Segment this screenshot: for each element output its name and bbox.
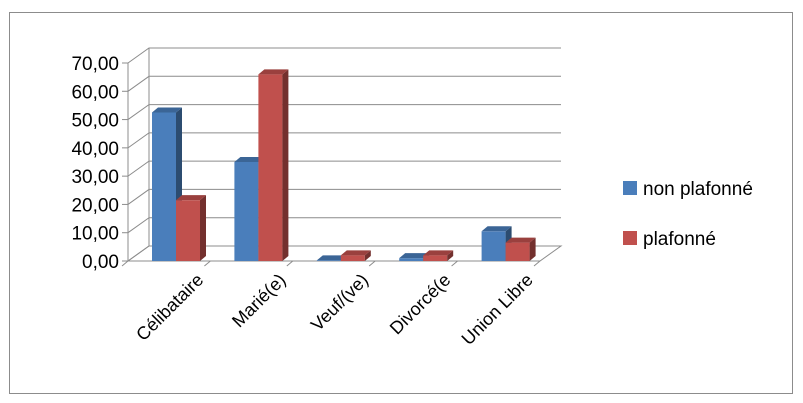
y-tick-label: 50,00 <box>71 111 119 132</box>
x-tick-mark <box>451 260 458 267</box>
x-tick-mark <box>204 260 211 267</box>
y-tick-label: 0,00 <box>82 252 119 273</box>
bar-front <box>505 242 530 261</box>
bar-front <box>340 255 365 261</box>
bar-front <box>234 162 259 261</box>
bar-top <box>423 250 454 256</box>
gridline <box>127 47 561 64</box>
gridline <box>127 132 561 149</box>
bar-top <box>316 255 347 261</box>
gridline <box>127 75 561 92</box>
bar-plafonne <box>505 237 536 261</box>
bar-top <box>176 195 206 201</box>
gridline <box>127 217 561 234</box>
x-tick-label: Veuf/(ve) <box>307 270 372 335</box>
bar-front <box>399 258 424 261</box>
bar-top <box>258 69 289 75</box>
y-tick-label: 70,00 <box>71 54 119 75</box>
bar-front <box>316 260 341 261</box>
x-tick-label: Union Libre <box>458 270 537 349</box>
legend-swatch <box>623 231 637 245</box>
y-tick-label: 10,00 <box>71 224 119 245</box>
legend-label: non plafonné <box>643 179 753 200</box>
bar-front <box>152 112 176 261</box>
x-tick-labels: Célibataire Marié(e) Veuf/(ve) Divorcé(e Uni… <box>132 270 537 349</box>
bar-side <box>200 195 206 261</box>
legend: non plafonné plafonné <box>623 179 753 250</box>
legend-label: plafonné <box>643 229 716 250</box>
bars <box>152 69 536 261</box>
bar-top <box>152 107 182 113</box>
bar-side <box>282 69 289 261</box>
x-tick-label: Célibataire <box>132 270 207 345</box>
bar-top <box>234 157 265 162</box>
chart-frame <box>9 12 793 394</box>
bar-plafonne <box>258 69 289 261</box>
bar-plafonne <box>340 250 371 261</box>
bar-side <box>529 237 536 261</box>
y-tick-label: 30,00 <box>71 167 119 188</box>
gridlines <box>127 47 561 262</box>
x-tick-mark <box>286 260 294 267</box>
bar-top <box>340 250 371 256</box>
bar-top <box>505 237 536 243</box>
y-tick-labels: 0,00 10,00 20,00 30,00 40,00 50,00 60,00 70,00 <box>71 54 119 273</box>
gridline <box>127 104 561 120</box>
y-tick-label: 40,00 <box>71 139 119 160</box>
bar-plafonne <box>423 250 454 261</box>
x-tick-mark <box>121 260 129 267</box>
x-tick-label: Divorcé(e <box>386 270 455 339</box>
bar-plafonne <box>176 195 206 261</box>
bar-front <box>481 231 506 261</box>
bar-top <box>399 253 430 259</box>
gridline <box>127 160 561 177</box>
gridline <box>127 188 561 205</box>
gridline <box>127 245 561 262</box>
bar-front <box>176 200 200 261</box>
y-tick-label: 20,00 <box>71 195 119 216</box>
x-tick-label: Marié(e) <box>228 270 290 332</box>
x-tick-mark <box>368 260 376 267</box>
bar-side <box>447 250 454 261</box>
bar-side <box>364 250 371 261</box>
bar-top <box>481 226 512 232</box>
bar-front <box>258 74 283 261</box>
y-tick-label: 60,00 <box>71 82 119 103</box>
legend-swatch <box>623 181 637 195</box>
x-tick-mark <box>533 260 541 267</box>
bar-front <box>423 255 448 261</box>
